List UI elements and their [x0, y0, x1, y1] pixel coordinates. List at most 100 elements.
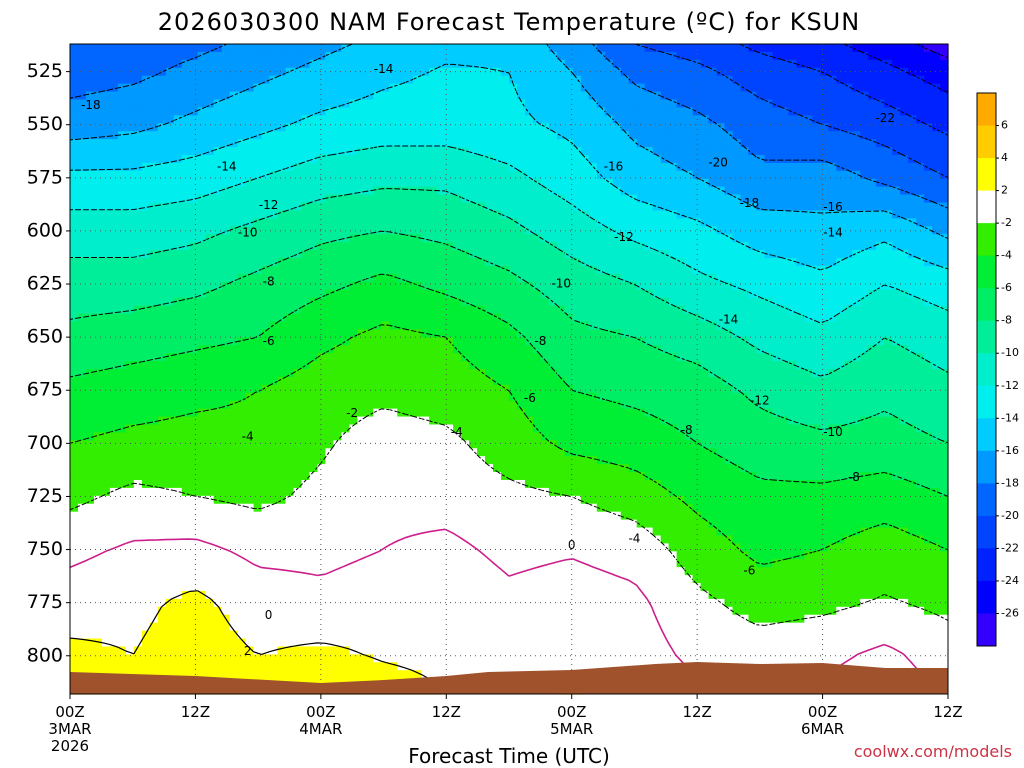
temperature-cell	[381, 376, 390, 386]
temperature-cell	[453, 99, 462, 109]
temperature-cell	[612, 345, 622, 354]
temperature-cell	[301, 234, 311, 243]
temperature-cell	[173, 289, 183, 299]
temperature-cell	[772, 44, 781, 53]
temperature-cell	[620, 123, 630, 132]
temperature-cell	[788, 91, 797, 101]
temperature-cell	[381, 107, 390, 116]
temperature-cell	[876, 329, 885, 338]
temperature-cell	[676, 234, 686, 243]
temperature-cell	[860, 210, 869, 219]
temperature-cell	[628, 242, 638, 251]
temperature-cell	[437, 131, 446, 140]
temperature-cell	[548, 44, 558, 53]
temperature-cell	[445, 321, 454, 330]
temperature-cell	[461, 305, 470, 315]
temperature-cell	[101, 361, 111, 370]
temperature-cell	[341, 75, 350, 85]
temperature-cell	[796, 369, 805, 378]
temperature-cell	[556, 59, 566, 69]
temperature-cell	[109, 337, 119, 346]
temperature-cell	[692, 170, 702, 180]
temperature-cell	[285, 369, 295, 378]
temperature-cell	[692, 131, 702, 140]
temperature-cell	[636, 250, 646, 259]
temperature-cell	[93, 75, 103, 85]
temperature-cell	[884, 59, 893, 69]
temperature-cell	[189, 353, 199, 362]
temperature-cell	[876, 297, 885, 307]
temperature-cell	[876, 139, 885, 148]
temperature-cell	[381, 329, 390, 338]
temperature-cell	[293, 258, 303, 267]
temperature-cell	[524, 297, 534, 307]
temperature-cell	[421, 305, 430, 315]
temperature-cell	[77, 186, 87, 196]
temperature-cell	[117, 345, 127, 354]
temperature-cell	[325, 250, 334, 259]
temperature-cell	[413, 313, 422, 323]
temperature-cell	[764, 147, 773, 156]
temperature-cell	[93, 67, 103, 77]
temperature-cell	[692, 297, 702, 307]
temperature-cell	[668, 99, 678, 109]
temperature-cell	[205, 321, 215, 330]
temperature-cell	[716, 186, 726, 196]
temperature-cell	[868, 226, 877, 235]
temperature-cell	[820, 345, 829, 354]
temperature-cell	[732, 384, 742, 394]
temperature-cell	[197, 131, 207, 140]
temperature-cell	[708, 210, 718, 219]
temperature-cell	[772, 361, 781, 370]
temperature-cell	[780, 107, 789, 116]
temperature-cell	[229, 218, 239, 227]
temperature-cell	[109, 273, 119, 283]
temperature-cell	[445, 353, 454, 362]
temperature-cell	[357, 305, 366, 315]
temperature-cell	[924, 202, 933, 212]
temperature-cell	[684, 186, 694, 196]
temperature-cell	[269, 250, 279, 259]
temperature-cell	[189, 313, 199, 323]
temperature-cell	[564, 337, 574, 346]
temperature-cell	[149, 376, 159, 386]
temperature-cell	[924, 273, 933, 283]
temperature-cell	[469, 83, 478, 93]
temperature-cell	[245, 313, 255, 323]
temperature-cell	[189, 162, 199, 172]
temperature-cell	[916, 289, 925, 299]
temperature-cell	[684, 369, 694, 378]
temperature-cell	[652, 75, 662, 85]
temperature-cell	[932, 99, 941, 109]
temperature-cell	[588, 123, 598, 132]
temperature-cell	[660, 194, 670, 204]
temperature-cell	[149, 162, 159, 172]
temperature-cell	[716, 99, 726, 109]
temperature-cell	[149, 44, 159, 53]
temperature-cell	[421, 202, 430, 212]
temperature-cell	[844, 194, 853, 204]
temperature-cell	[405, 75, 414, 85]
temperature-cell	[796, 178, 805, 188]
temperature-cell	[245, 289, 255, 299]
temperature-cell	[540, 99, 550, 109]
temperature-cell	[780, 147, 789, 156]
temperature-cell	[245, 178, 255, 188]
temperature-cell	[509, 242, 518, 251]
temperature-cell	[341, 147, 350, 156]
temperature-cell	[501, 384, 510, 394]
temperature-cell	[157, 345, 167, 354]
temperature-cell	[932, 218, 941, 227]
temperature-cell	[900, 305, 909, 315]
temperature-cell	[381, 75, 390, 85]
temperature-cell	[916, 131, 925, 140]
temperature-cell	[485, 83, 494, 93]
temperature-cell	[580, 353, 590, 362]
temperature-cell	[556, 44, 566, 53]
temperature-cell	[844, 321, 853, 330]
temperature-cell	[429, 91, 438, 101]
temperature-cell	[437, 400, 446, 410]
temperature-cell	[812, 305, 821, 315]
temperature-cell	[684, 51, 694, 61]
temperature-cell	[141, 44, 151, 53]
